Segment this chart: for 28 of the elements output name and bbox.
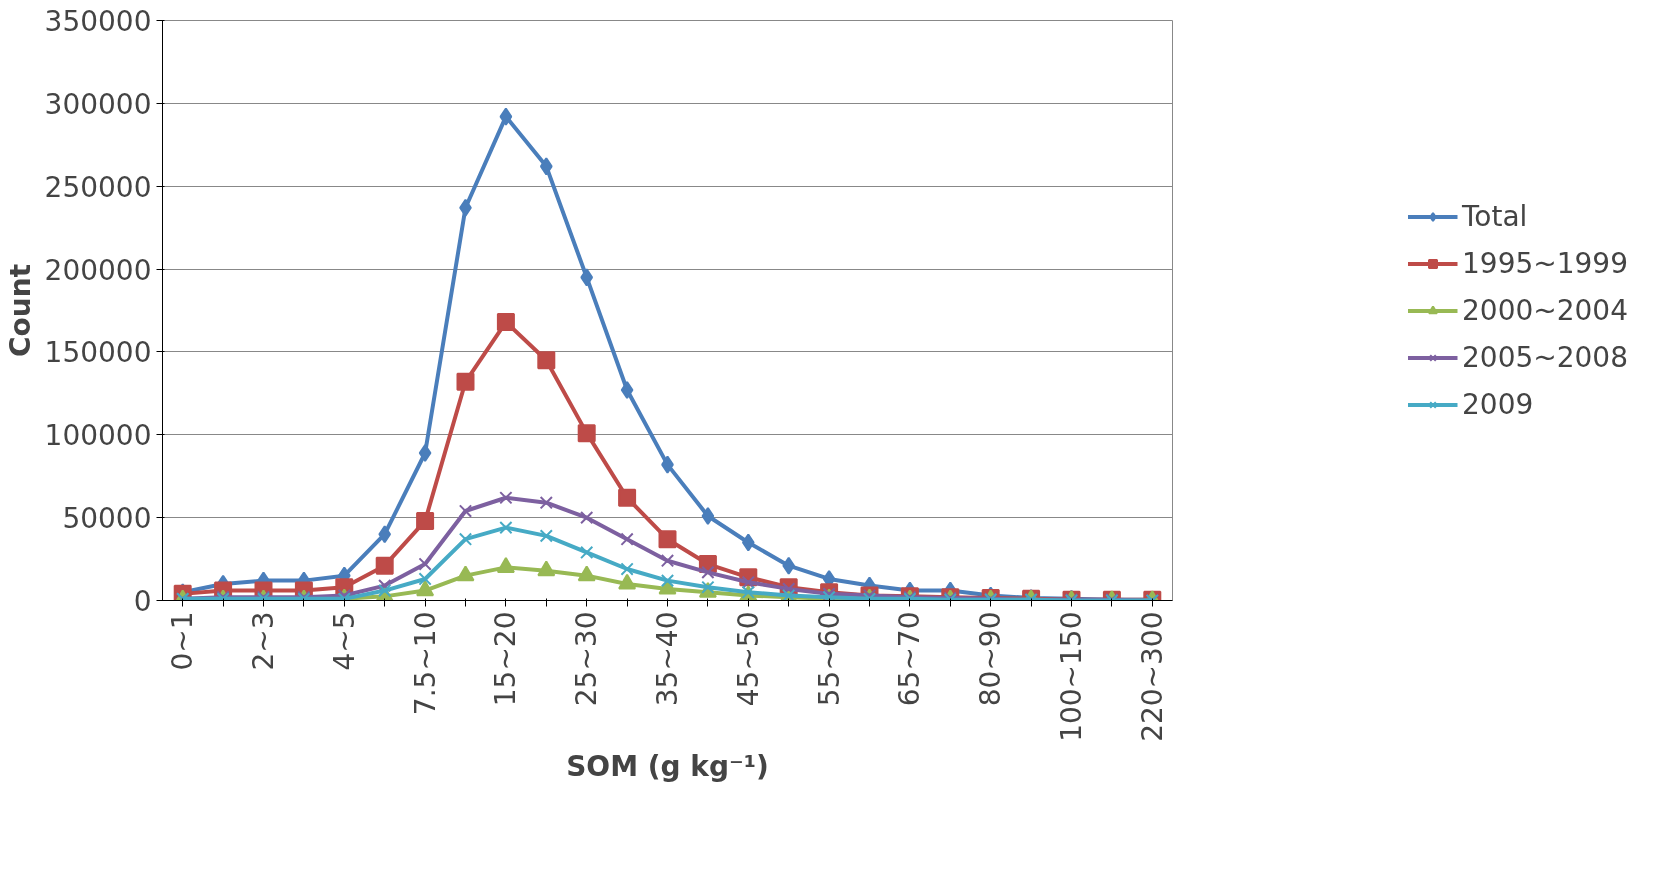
y-tick-label: 150000: [44, 336, 152, 370]
x-tick-label: 45~50: [731, 611, 765, 707]
legend-label: 2005~2008: [1462, 340, 1629, 374]
x-tick-label: 35~40: [651, 611, 684, 707]
x-tick-label: 0~1: [166, 611, 200, 671]
x-tick-label: 25~30: [570, 611, 604, 707]
legend-label: 2000~2004: [1462, 293, 1629, 327]
y-tick-label: 300000: [44, 87, 152, 121]
x-tick-label: 65~70: [893, 611, 927, 707]
y-tick-label: 250000: [44, 170, 152, 204]
y-tick-label: 0: [133, 585, 152, 618]
x-tick-label: 15~20: [489, 611, 523, 707]
x-tick-label: 100~150: [1055, 611, 1088, 742]
x-tick-label: 2~3: [247, 611, 280, 671]
x-tick-label: 55~60: [812, 611, 846, 707]
legend-label: 1995~1999: [1462, 246, 1629, 280]
legend-label: 2009: [1462, 387, 1535, 421]
y-axis-title: Count: [3, 263, 37, 358]
y-tick-label: 350000: [44, 5, 152, 38]
y-tick-label: 100000: [44, 419, 152, 453]
x-tick-label: 220~300: [1135, 611, 1169, 742]
x-axis-title: SOM (g kg⁻¹): [566, 749, 769, 783]
y-tick-label: 200000: [44, 253, 152, 287]
y-tick-label: 50000: [62, 502, 152, 536]
x-tick-label: 4~5: [327, 611, 361, 671]
x-tick-label: 7.5~10: [408, 611, 442, 716]
legend-label: Total: [1462, 199, 1529, 233]
x-tick-label: 80~90: [974, 611, 1008, 707]
